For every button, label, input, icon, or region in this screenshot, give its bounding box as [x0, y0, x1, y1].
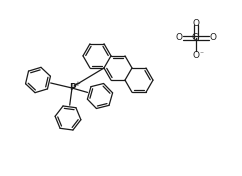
Text: +: + — [74, 81, 80, 87]
Text: O: O — [192, 20, 199, 29]
Text: ⁻: ⁻ — [199, 49, 203, 58]
Text: Cl: Cl — [192, 33, 200, 42]
Text: O: O — [176, 33, 183, 42]
Text: O: O — [209, 33, 216, 42]
Text: P: P — [69, 83, 75, 93]
Text: O: O — [192, 51, 199, 59]
